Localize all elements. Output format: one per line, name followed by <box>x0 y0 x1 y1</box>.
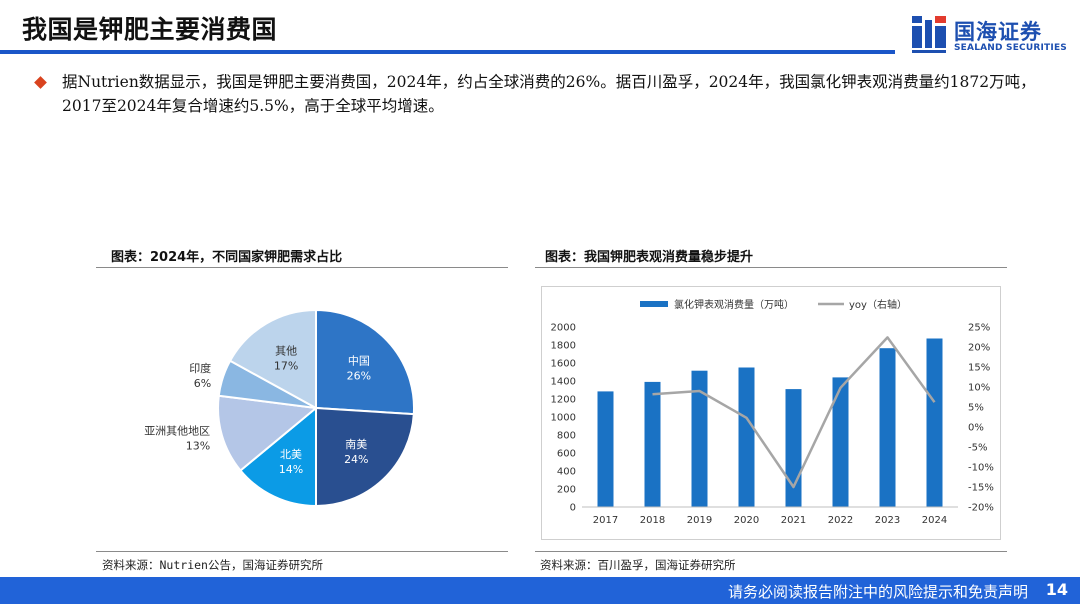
pie-chart: 中国 26% 南美 24% 北美 14% 亚洲其他地区 13% 印度 6% 其他 17% <box>100 282 500 542</box>
pie-source: 资料来源：Nutrien公告，国海证券研究所 <box>102 558 323 572</box>
x-tick-label: 2019 <box>687 515 712 526</box>
pie-slice-label: 南美 <box>345 438 367 451</box>
x-tick-label: 2020 <box>734 515 759 526</box>
yoy-line <box>652 336 936 489</box>
footer-bar: 请务必阅读报告附注中的风险提示和免责声明 14 <box>0 577 1080 604</box>
y-tick-label: 200 <box>557 485 576 496</box>
y-tick-label: 1800 <box>551 341 576 352</box>
bar <box>832 377 849 507</box>
x-tick-label: 2024 <box>922 515 947 526</box>
pie-slice-value: 14% <box>279 463 303 476</box>
legend-bar-label: 氯化钾表观消费量（万吨） <box>674 298 794 311</box>
footer-disclaimer: 请务必阅读报告附注中的风险提示和免责声明 <box>727 583 1028 601</box>
pie-slice <box>239 405 317 508</box>
pie-caption-rule <box>96 267 508 268</box>
summary-text: 据Nutrien数据显示，我国是钾肥主要消费国，2024年，约占全球消费的26%… <box>62 73 1036 115</box>
y2-tick-label: 20% <box>968 343 990 354</box>
bar-chart-caption: 图表：我国钾肥表观消费量稳步提升 <box>545 250 754 265</box>
y-tick-label: 2000 <box>551 323 576 334</box>
summary-bullet: 据Nutrien数据显示，我国是钾肥主要消费国，2024年，约占全球消费的26%… <box>34 70 1048 118</box>
bar-source-rule <box>535 551 1007 552</box>
y-tick-label: 1000 <box>551 413 576 424</box>
pie-slice <box>315 406 415 508</box>
legend-bar-swatch <box>640 301 668 307</box>
pie-slice <box>228 308 317 410</box>
title-underline <box>0 50 895 54</box>
bar <box>597 391 614 507</box>
x-tick-label: 2018 <box>640 515 665 526</box>
y2-tick-label: 0% <box>968 423 984 434</box>
bar <box>738 367 755 507</box>
y-tick-label: 400 <box>557 467 576 478</box>
y2-tick-label: -10% <box>968 463 994 474</box>
y2-tick-label: -5% <box>968 443 987 454</box>
pie-chart-svg: 中国 26% 南美 24% 北美 14% 亚洲其他地区 13% 印度 6% 其他 17% <box>144 308 415 508</box>
brand-logo: 国海证券 SEALAND SECURITIES <box>910 14 1070 58</box>
y-tick-label: 600 <box>557 449 576 460</box>
y2-tick-label: 25% <box>968 323 990 334</box>
pie-slice-label: 亚洲其他地区 <box>144 425 210 438</box>
pie-source-rule <box>96 551 508 552</box>
y-tick-label: 800 <box>557 431 576 442</box>
sealand-logo-icon <box>912 16 946 53</box>
y2-tick-label: -20% <box>968 503 994 514</box>
y-tick-label: 1400 <box>551 377 576 388</box>
pie-slice-label: 印度 <box>189 361 211 375</box>
pie-slice-label: 其他 <box>275 344 297 357</box>
brand-name-cn: 国海证券 <box>954 20 1042 44</box>
page-number: 14 <box>1045 580 1068 599</box>
pie-slice <box>315 308 415 416</box>
legend-line-label: yoy（右轴） <box>849 298 907 311</box>
y2-tick-label: 10% <box>968 383 990 394</box>
x-tick-label: 2023 <box>875 515 900 526</box>
bar-chart-svg: 氯化钾表观消费量（万吨） yoy（右轴） 0 200 400 600 800 1000 1200… <box>551 298 994 526</box>
y-tick-label: 1200 <box>551 395 576 406</box>
bar <box>879 348 896 507</box>
page-title: 我国是钾肥主要消费国 <box>22 15 278 44</box>
bar <box>644 381 661 507</box>
y2-tick-label: 5% <box>968 403 984 414</box>
bar <box>785 389 802 507</box>
bar <box>691 370 708 507</box>
pie-slice-value: 24% <box>344 453 368 466</box>
x-tick-label: 2022 <box>828 515 853 526</box>
y-tick-label: 1600 <box>551 359 576 370</box>
pie-slice-label: 北美 <box>280 448 302 461</box>
y-tick-label: 0 <box>570 503 576 514</box>
x-tick-label: 2017 <box>593 515 618 526</box>
pie-chart-caption: 图表：2024年，不同国家钾肥需求占比 <box>111 250 343 265</box>
pie-slice-value: 26% <box>347 370 371 383</box>
pie-slice-label: 中国 <box>348 355 370 368</box>
y2-tick-label: 15% <box>968 363 990 374</box>
x-tick-label: 2021 <box>781 515 806 526</box>
y2-tick-label: -15% <box>968 483 994 494</box>
brand-name-en: SEALAND SECURITIES <box>954 43 1067 53</box>
bar-source: 资料来源：百川盈孚，国海证券研究所 <box>540 558 736 572</box>
bar-caption-rule <box>535 267 1007 268</box>
pie-slice <box>217 394 319 472</box>
pie-slice-value: 6% <box>194 377 211 390</box>
pie-slice-value: 13% <box>186 440 210 453</box>
pie-slice-value: 17% <box>274 359 298 372</box>
bar <box>926 338 943 507</box>
bar-chart: 氯化钾表观消费量（万吨） yoy（右轴） 0 200 400 600 800 1000 1200… <box>541 286 1001 540</box>
